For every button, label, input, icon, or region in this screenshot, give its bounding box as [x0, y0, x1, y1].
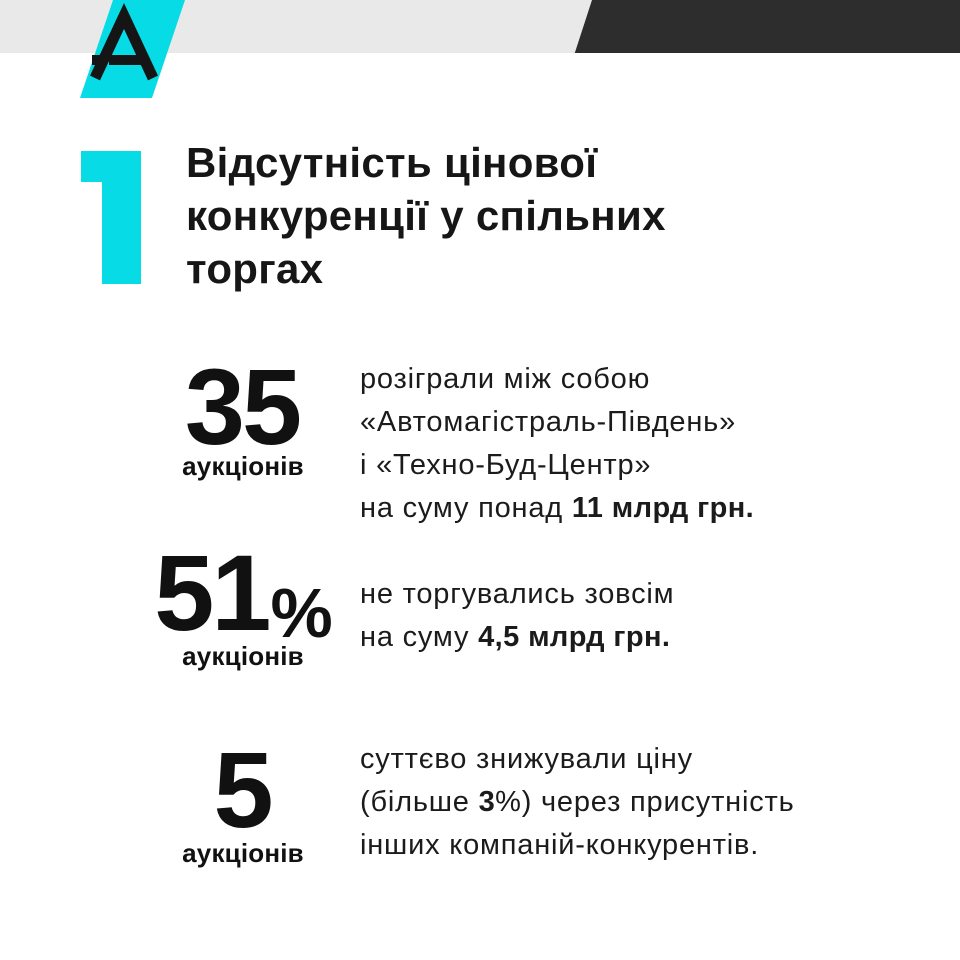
stat-value: 5 — [148, 736, 338, 857]
section-number-one-glyph — [81, 151, 141, 284]
text-line: конкуренції у спільних — [186, 192, 666, 239]
text-line: «Автомагістраль-Південь» — [360, 401, 920, 444]
stat-number: 5 — [213, 729, 273, 850]
emphasized-text: 3 — [478, 786, 496, 818]
top-band-accent-shape — [574, 0, 960, 53]
text-line: на суму 4,5 млрд грн. — [360, 616, 920, 659]
logo-letter-a-icon — [90, 3, 158, 81]
logo-parallelogram — [80, 0, 185, 98]
text-segment: інших компаній-конкурентів. — [360, 829, 760, 861]
number-one-shape — [81, 151, 141, 284]
stat-unit-label: аукціонів — [182, 641, 304, 671]
text-segment: на суму — [360, 621, 479, 653]
stat-number: 35 — [184, 346, 302, 467]
brand-logo-icon — [80, 0, 185, 98]
text-segment: (більше — [360, 786, 479, 818]
text-line: суттєво знижували ціну — [360, 738, 920, 781]
text-segment: і «Техно-Буд-Центр» — [360, 449, 652, 481]
text-line: не торгувались зовсім — [360, 573, 920, 616]
text-segment: на суму понад — [360, 492, 572, 524]
text-segment: %) через присутність — [495, 786, 795, 818]
text-line: і «Техно-Буд-Центр» — [360, 444, 920, 487]
text-segment: розіграли між собою — [360, 363, 651, 395]
stat-description: не торгувались зовсім на суму 4,5 млрд гр… — [360, 573, 920, 659]
text-segment: не торгувались зовсім — [360, 578, 675, 610]
stat-unit-label: аукціонів — [182, 838, 304, 868]
logo-a-crossbar — [109, 55, 142, 65]
stat-description: розіграли між собою «Автомагістраль-Півде… — [360, 358, 920, 530]
stat-value: 35 — [148, 353, 338, 474]
logo-a-crossbar-square — [92, 55, 102, 65]
emphasized-text: 11 млрд грн. — [571, 492, 755, 524]
text-line: на суму понад 11 млрд грн. — [360, 487, 920, 530]
stat-value: 51% — [148, 539, 338, 660]
stat-description: суттєво знижували ціну (більше 3%) через … — [360, 738, 920, 867]
text-segment: суттєво знижували ціну — [360, 743, 693, 775]
emphasized-text: 4,5 млрд грн. — [478, 621, 671, 653]
percent-sign: % — [270, 574, 332, 652]
stat-unit-label: аукціонів — [182, 451, 304, 481]
text-line: інших компаній-конкурентів. — [360, 824, 920, 867]
text-line: Відсутність цінової — [186, 139, 598, 186]
text-line: (більше 3%) через присутність — [360, 781, 920, 824]
stat-number: 51 — [154, 532, 271, 653]
text-line: торгах — [186, 245, 324, 292]
text-line: розіграли між собою — [360, 358, 920, 401]
page-title: Відсутність цінової конкуренції у спільни… — [186, 136, 886, 295]
text-segment: «Автомагістраль-Південь» — [360, 406, 737, 438]
